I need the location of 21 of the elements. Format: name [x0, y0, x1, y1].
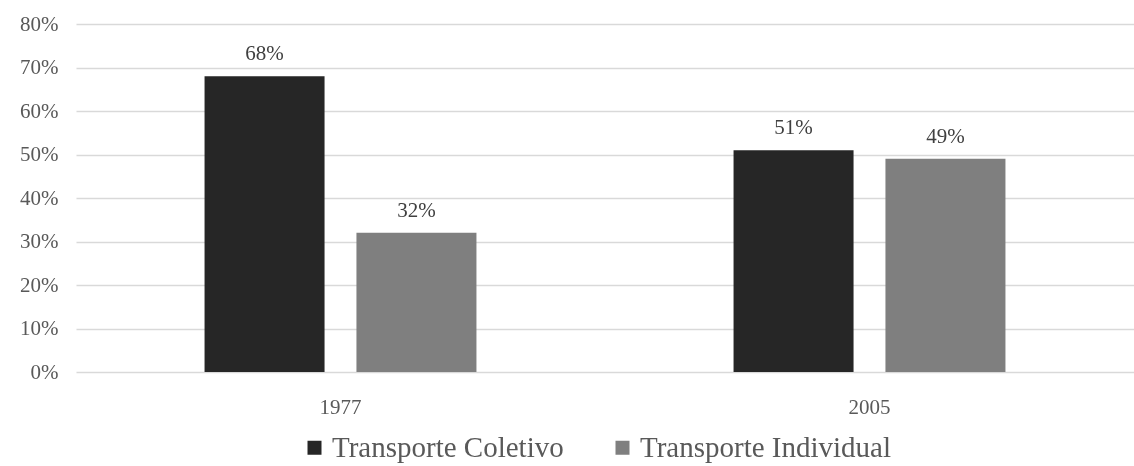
y-tick-label: 80% [20, 11, 59, 36]
bar [356, 232, 477, 372]
y-tick-label: 70% [20, 55, 59, 79]
bar [733, 150, 854, 372]
x-tick-label: 2005 [848, 394, 891, 419]
bar [885, 158, 1006, 372]
y-tick-label: 20% [20, 272, 59, 297]
data-label: 49% [926, 123, 965, 148]
x-tick-label: 1977 [319, 394, 362, 419]
data-label: 32% [397, 197, 436, 222]
y-tick-label: 40% [20, 185, 59, 210]
data-label: 51% [774, 115, 813, 140]
bar [204, 76, 325, 372]
y-tick-label: 60% [20, 98, 59, 123]
data-label: 68% [245, 41, 284, 66]
y-tick-label: 30% [20, 229, 59, 253]
legend-label: Transporte Individual [640, 430, 892, 463]
legend-label: Transporte Coletivo [332, 430, 564, 463]
y-tick-label: 50% [20, 142, 59, 166]
y-tick-label: 10% [20, 316, 59, 340]
y-tick-label: 0% [30, 359, 59, 384]
